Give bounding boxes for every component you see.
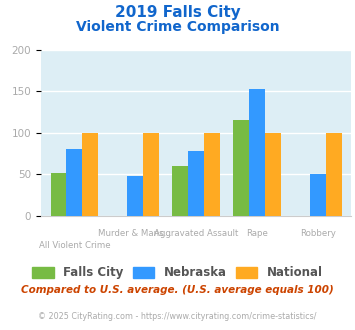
- Bar: [249, 89, 265, 216]
- Bar: [50, 173, 66, 216]
- Legend: Falls City, Nebraska, National: Falls City, Nebraska, National: [28, 262, 327, 284]
- Bar: [82, 133, 98, 216]
- Bar: [143, 133, 159, 216]
- Bar: [127, 176, 143, 216]
- Bar: [66, 149, 82, 216]
- Text: Rape: Rape: [246, 229, 268, 238]
- Bar: [233, 120, 249, 216]
- Bar: [173, 166, 188, 216]
- Bar: [204, 133, 220, 216]
- Text: © 2025 CityRating.com - https://www.cityrating.com/crime-statistics/: © 2025 CityRating.com - https://www.city…: [38, 312, 317, 321]
- Bar: [188, 151, 204, 216]
- Bar: [310, 175, 326, 216]
- Text: Compared to U.S. average. (U.S. average equals 100): Compared to U.S. average. (U.S. average …: [21, 285, 334, 295]
- Bar: [326, 133, 342, 216]
- Text: Robbery: Robbery: [300, 229, 336, 238]
- Text: 2019 Falls City: 2019 Falls City: [115, 5, 240, 20]
- Bar: [265, 133, 281, 216]
- Text: Aggravated Assault: Aggravated Assault: [154, 229, 238, 238]
- Text: All Violent Crime: All Violent Crime: [38, 241, 110, 250]
- Text: Murder & Mans...: Murder & Mans...: [98, 229, 172, 238]
- Text: Violent Crime Comparison: Violent Crime Comparison: [76, 20, 279, 34]
